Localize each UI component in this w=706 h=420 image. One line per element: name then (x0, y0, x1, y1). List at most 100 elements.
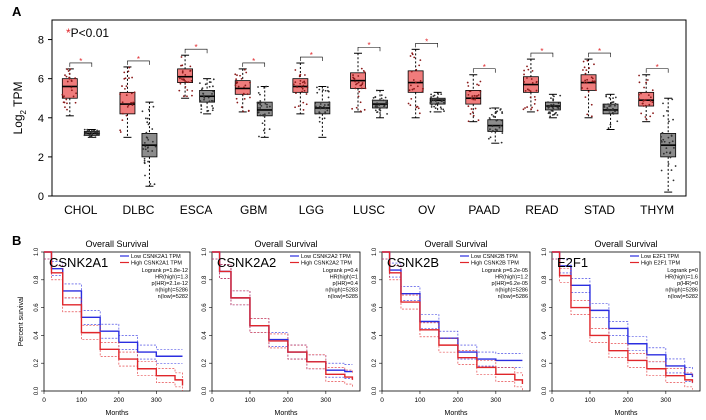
jitter-point (263, 113, 266, 116)
significance-marker: * (137, 55, 140, 64)
jitter-point (189, 69, 192, 72)
km-stat-line: n(high)=5286 (665, 288, 698, 294)
km-y-tick-label: 0.6 (34, 303, 40, 312)
km-y-tick-label: 1.0 (34, 247, 40, 256)
jitter-point (590, 103, 593, 106)
jitter-point (374, 109, 377, 112)
km-y-tick-label: 0.6 (542, 303, 548, 312)
jitter-point (234, 73, 237, 76)
jitter-point (476, 94, 479, 97)
jitter-point (189, 65, 192, 68)
jitter-point (211, 109, 214, 112)
jitter-point (609, 123, 612, 126)
jitter-point (429, 110, 432, 113)
jitter-point (144, 145, 147, 148)
jitter-point (236, 101, 239, 104)
jitter-point (645, 81, 648, 84)
jitter-point (648, 103, 651, 106)
jitter-point (94, 136, 97, 139)
jitter-point (434, 107, 437, 110)
km-legend-label: Low CSNK2A1 TPM (131, 254, 181, 260)
jitter-point (243, 86, 245, 89)
jitter-point (124, 77, 127, 80)
jitter-point (466, 81, 469, 84)
x-tick-label: OV (418, 203, 435, 217)
jitter-point (210, 99, 213, 102)
km-y-axis-label: Percent survival (18, 296, 25, 346)
jitter-point (549, 112, 551, 115)
jitter-point (470, 108, 473, 110)
y-tick-label: 4 (38, 113, 44, 125)
jitter-point (301, 81, 304, 84)
jitter-point (319, 103, 322, 105)
jitter-point (586, 87, 589, 90)
jitter-point (122, 112, 124, 115)
km-x-tick-label: 300 (660, 397, 671, 404)
jitter-point (180, 64, 182, 67)
x-tick-label: STAD (584, 203, 615, 217)
jitter-point (212, 85, 214, 88)
jitter-point (430, 99, 433, 102)
jitter-point (235, 78, 238, 81)
km-ci-upper (382, 251, 523, 354)
jitter-point (612, 112, 615, 115)
jitter-point (378, 108, 381, 111)
jitter-point (531, 69, 534, 72)
jitter-point (178, 89, 181, 92)
jitter-point (384, 102, 387, 105)
jitter-point (198, 82, 201, 85)
jitter-point (243, 97, 246, 100)
jitter-point (556, 106, 559, 109)
jitter-point (530, 108, 533, 111)
jitter-point (586, 78, 589, 81)
jitter-point (266, 106, 268, 108)
jitter-point (674, 165, 677, 167)
jitter-point (262, 129, 265, 132)
jitter-point (130, 101, 133, 104)
jitter-point (257, 102, 260, 105)
km-x-tick-label: 0 (380, 397, 384, 404)
jitter-point (501, 132, 504, 134)
jitter-point (523, 69, 525, 72)
panel-label-a: A (12, 4, 22, 19)
jitter-point (555, 111, 557, 114)
significance-bracket (242, 62, 266, 67)
jitter-point (383, 104, 386, 107)
jitter-point (264, 102, 267, 105)
jitter-point (146, 121, 149, 124)
jitter-point (489, 107, 492, 110)
jitter-point (614, 104, 616, 107)
jitter-point (495, 119, 498, 122)
jitter-point (494, 110, 497, 113)
jitter-point (245, 71, 248, 74)
jitter-point (523, 81, 525, 83)
jitter-point (203, 95, 205, 98)
jitter-point (440, 100, 443, 102)
significance-marker: * (195, 43, 198, 52)
jitter-point (125, 94, 128, 97)
jitter-point (364, 87, 367, 90)
jitter-point (182, 95, 185, 98)
jitter-point (612, 97, 614, 100)
jitter-point (491, 125, 494, 128)
km-x-tick-label: 100 (415, 397, 426, 404)
jitter-point (324, 111, 327, 114)
jitter-point (143, 159, 146, 162)
jitter-point (70, 89, 73, 92)
jitter-point (318, 88, 321, 91)
jitter-point (409, 55, 412, 57)
km-y-tick-label: 0.8 (372, 275, 378, 284)
jitter-point (386, 113, 388, 115)
jitter-point (409, 104, 412, 107)
jitter-point (263, 115, 266, 118)
jitter-point (360, 87, 363, 90)
jitter-point (292, 83, 295, 86)
jitter-point (531, 82, 534, 84)
jitter-point (361, 82, 364, 84)
jitter-point (127, 104, 130, 107)
km-legend-label: High E2F1 TPM (641, 261, 680, 267)
jitter-point (327, 103, 330, 106)
jitter-point (314, 105, 317, 108)
km-stat-line: n(low)=5282 (668, 294, 698, 300)
